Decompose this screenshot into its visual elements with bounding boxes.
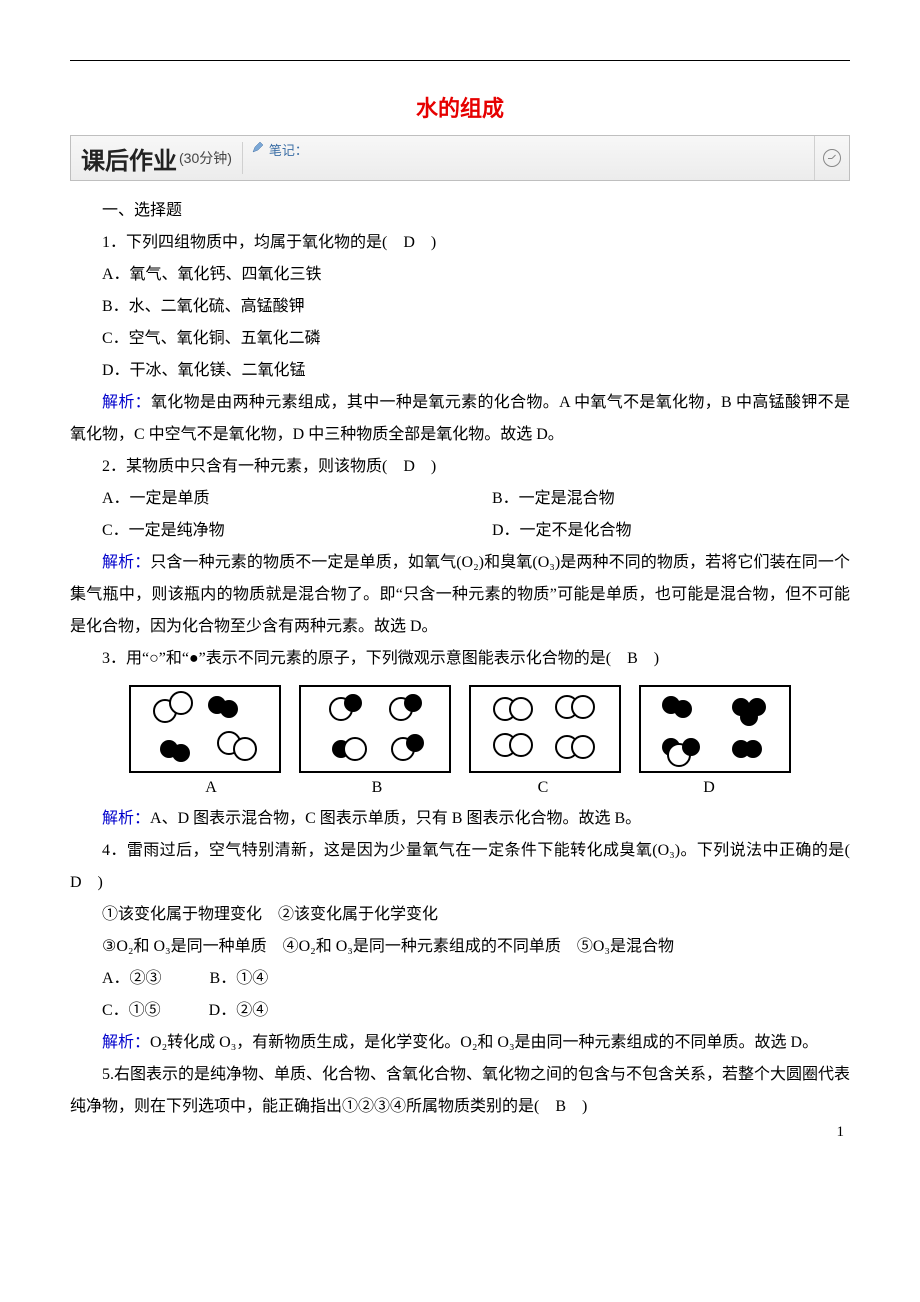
- q1-optB: B．水、二氧化硫、高锰酸钾: [70, 291, 850, 323]
- analysis-label: 解析：: [102, 1034, 150, 1051]
- q3-panel-A: [129, 685, 281, 773]
- q3-panel-B: [299, 685, 451, 773]
- banner-duration: (30分钟): [179, 148, 232, 168]
- analysis-label: 解析：: [102, 554, 150, 571]
- q1-optA: A．氧气、氧化钙、四氧化三铁: [70, 259, 850, 291]
- q3-figure-row: [70, 685, 850, 773]
- section-heading: 一、选择题: [70, 195, 850, 227]
- banner-note: 笔记：: [243, 136, 814, 180]
- q2-optC: C．一定是纯净物: [70, 515, 460, 547]
- q4-analysis-text: O₂转化成 O₃，有新物质生成，是化学变化。O₂和 O₃是由同一种元素组成的不同…: [150, 1034, 818, 1051]
- q1-optD: D．干冰、氧化镁、二氧化锰: [70, 355, 850, 387]
- banner-clock-box: [814, 136, 849, 180]
- q3-labels: A B C D: [70, 779, 850, 797]
- q1-analysis: 解析：氧化物是由两种元素组成，其中一种是氧元素的化合物。A 中氧气不是氧化物，B…: [70, 387, 850, 451]
- q3-stem: 3．用“○”和“●”表示不同元素的原子，下列微观示意图能表示化合物的是( B ): [70, 643, 850, 675]
- note-label: 笔记：: [269, 140, 308, 159]
- q2-analysis-text: 只含一种元素的物质不一定是单质，如氧气(O₂)和臭氧(O₃)是两种不同的物质，若…: [70, 554, 850, 635]
- q2-stem: 2．某物质中只含有一种元素，则该物质( D ): [70, 451, 850, 483]
- q1-analysis-text: 氧化物是由两种元素组成，其中一种是氧元素的化合物。A 中氧气不是氧化物，B 中高…: [70, 394, 850, 443]
- q2-optB: B．一定是混合物: [460, 483, 615, 515]
- q3-label-C: C: [469, 779, 617, 797]
- top-rule: [70, 60, 850, 61]
- q2-row2: C．一定是纯净物D．一定不是化合物: [70, 515, 850, 547]
- analysis-label: 解析：: [102, 394, 151, 411]
- q3-panel-C: [469, 685, 621, 773]
- q4-optsAB: A．②③ B．①④: [70, 963, 850, 995]
- page-number: 1: [837, 1124, 845, 1141]
- homework-banner: 课后作业 (30分钟) 笔记：: [70, 135, 850, 181]
- q4-stem: 4．雷雨过后，空气特别清新，这是因为少量氧气在一定条件下能转化成臭氧(O₃)。下…: [70, 835, 850, 899]
- banner-left: 课后作业 (30分钟): [71, 136, 242, 180]
- banner-title: 课后作业: [81, 141, 177, 176]
- analysis-label: 解析：: [102, 810, 150, 827]
- q3-panel-D: [639, 685, 791, 773]
- q1-optC: C．空气、氧化铜、五氧化二磷: [70, 323, 850, 355]
- q4-optsCD: C．①⑤ D．②④: [70, 995, 850, 1027]
- q2-analysis: 解析：只含一种元素的物质不一定是单质，如氧气(O₂)和臭氧(O₃)是两种不同的物…: [70, 547, 850, 643]
- q2-optA: A．一定是单质: [70, 483, 460, 515]
- doc-title: 水的组成: [70, 91, 850, 123]
- q4-line2: ③O₂和 O₃是同一种单质 ④O₂和 O₃是同一种元素组成的不同单质 ⑤O₃是混…: [70, 931, 850, 963]
- q2-optD: D．一定不是化合物: [460, 515, 632, 547]
- clock-icon: [823, 149, 841, 167]
- note-icon: [251, 140, 265, 154]
- q3-label-B: B: [303, 779, 451, 797]
- q4-analysis: 解析：O₂转化成 O₃，有新物质生成，是化学变化。O₂和 O₃是由同一种元素组成…: [70, 1027, 850, 1059]
- q4-line1: ①该变化属于物理变化 ②该变化属于化学变化: [70, 899, 850, 931]
- body-text: 一、选择题 1．下列四组物质中，均属于氧化物的是( D ) A．氧气、氧化钙、四…: [70, 195, 850, 1123]
- q3-label-A: A: [137, 779, 285, 797]
- q2-row1: A．一定是单质B．一定是混合物: [70, 483, 850, 515]
- q5-stem: 5.右图表示的是纯净物、单质、化合物、含氧化合物、氧化物之间的包含与不包含关系，…: [70, 1059, 850, 1123]
- q3-label-D: D: [635, 779, 783, 797]
- q3-analysis-text: A、D 图表示混合物，C 图表示单质，只有 B 图表示化合物。故选 B。: [150, 810, 641, 827]
- q3-analysis: 解析：A、D 图表示混合物，C 图表示单质，只有 B 图表示化合物。故选 B。: [70, 803, 850, 835]
- q1-stem: 1．下列四组物质中，均属于氧化物的是( D ): [70, 227, 850, 259]
